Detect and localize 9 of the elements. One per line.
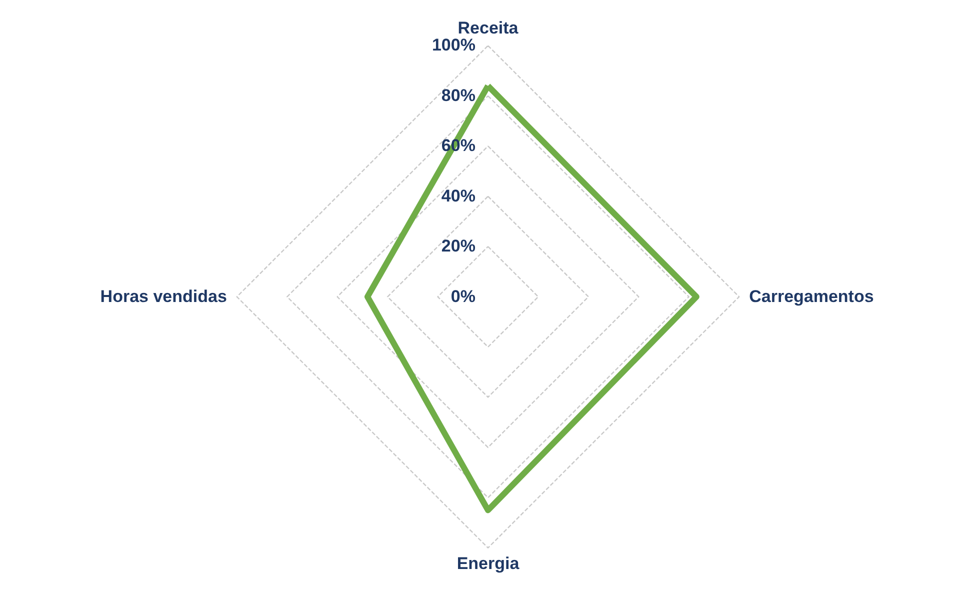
spoke-label: Receita <box>458 18 519 38</box>
spoke-label: Energia <box>456 554 520 573</box>
y-tick-label: 80% <box>441 86 476 105</box>
y-tick-label: 40% <box>441 186 476 206</box>
y-tick-label: 100% <box>432 36 476 55</box>
y-tick-label: 0% <box>450 286 476 306</box>
y-tick-label: 20% <box>441 236 476 256</box>
spoke-label: Horas vendidas <box>100 286 227 306</box>
spoke-label: Carregamentos <box>749 286 874 306</box>
